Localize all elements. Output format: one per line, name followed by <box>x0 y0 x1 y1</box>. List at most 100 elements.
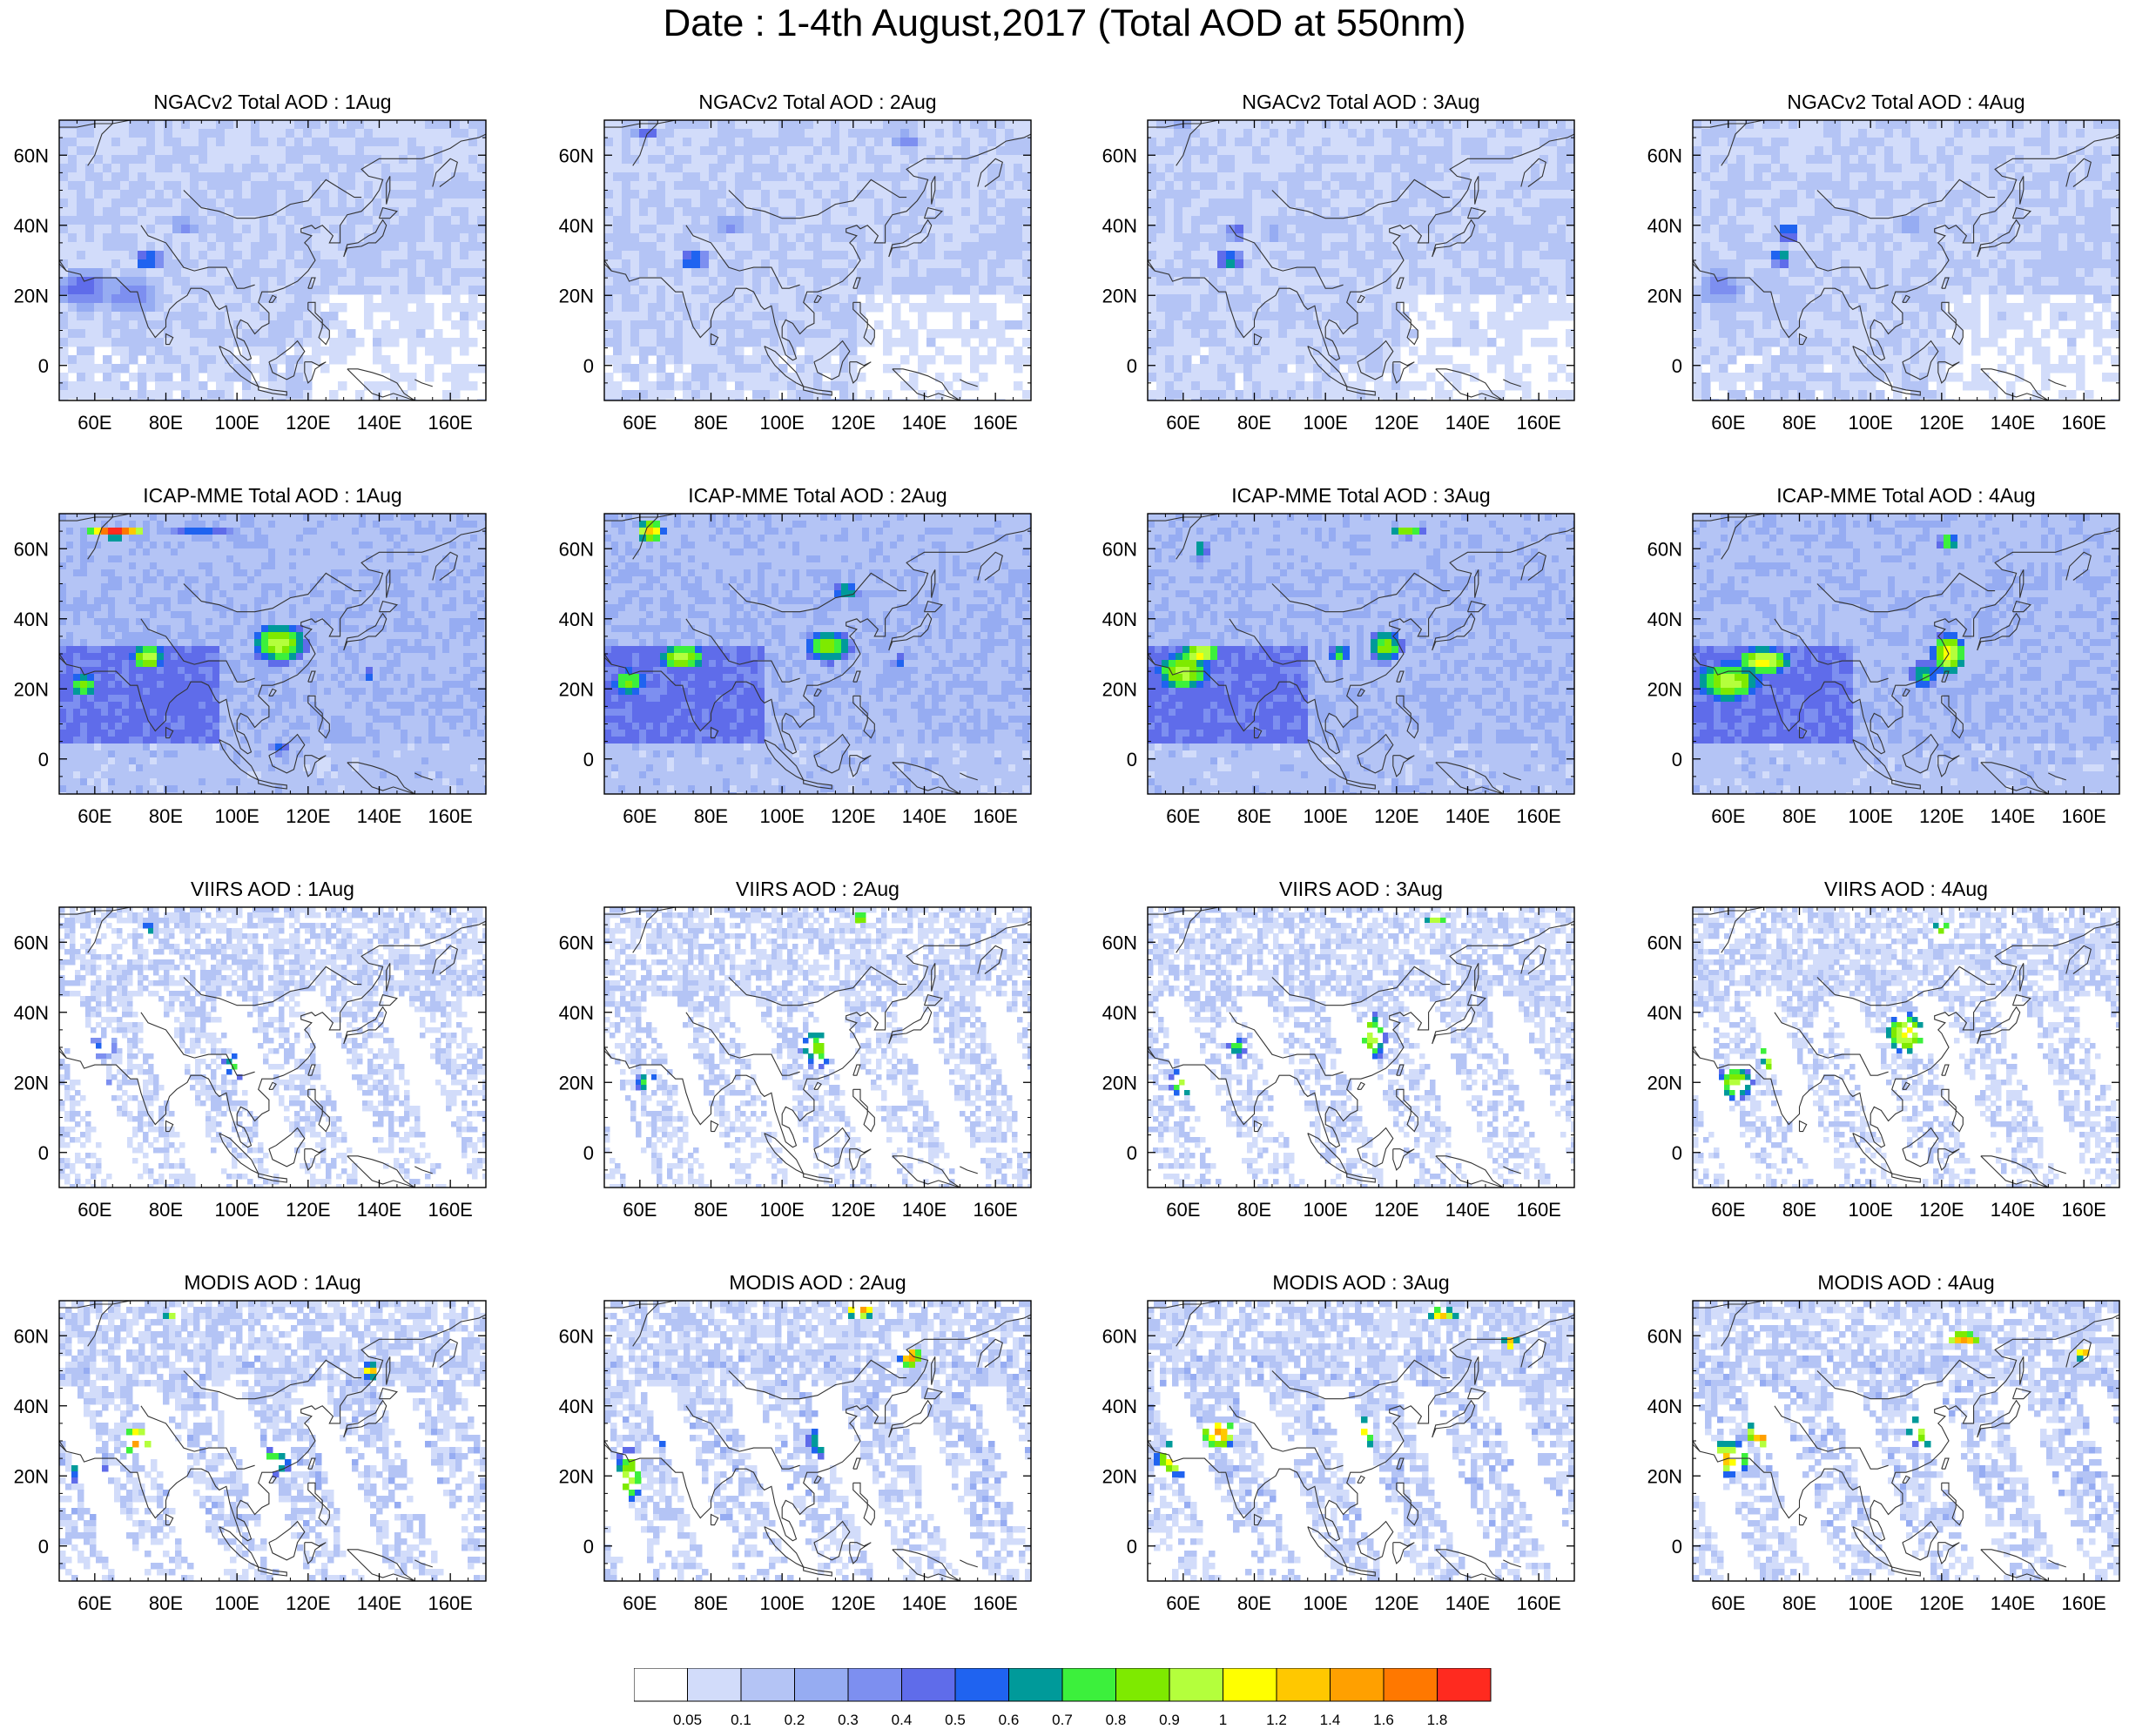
colorbar-label: 0.6 <box>999 1712 1020 1728</box>
lon-tick-label: 160E <box>1516 805 1560 827</box>
colorbar-swatch <box>1223 1668 1277 1701</box>
colorbar-label: 1.2 <box>1266 1712 1287 1728</box>
lon-tick-label: 120E <box>1374 1199 1418 1221</box>
lon-tick-label: 80E <box>1237 1199 1271 1221</box>
lat-tick-label: 0 <box>583 1142 594 1164</box>
lon-tick-label: 80E <box>694 412 728 434</box>
lon-tick-label: 120E <box>831 1592 875 1614</box>
aod-field <box>1693 907 2122 1190</box>
colorbar-label: 1 <box>1219 1712 1227 1728</box>
lon-tick-label: 80E <box>1237 805 1271 827</box>
lon-tick-label: 80E <box>694 805 728 827</box>
lon-tick-label: 140E <box>902 805 947 827</box>
lon-tick-label: 120E <box>1919 1199 1964 1221</box>
lon-tick-label: 140E <box>357 1592 401 1614</box>
lat-tick-label: 60N <box>559 145 594 166</box>
lat-tick-label: 20N <box>559 678 594 700</box>
lon-tick-label: 160E <box>2061 1592 2105 1614</box>
aod-field <box>604 120 1032 408</box>
lat-tick-label: 0 <box>1672 749 1682 770</box>
colorbar-swatch <box>1169 1668 1223 1701</box>
colorbar-swatch <box>955 1668 1009 1701</box>
aod-field <box>59 907 488 1190</box>
lon-tick-label: 120E <box>831 1199 875 1221</box>
lon-tick-label: 80E <box>149 805 183 827</box>
colorbar-swatch <box>1438 1668 1492 1701</box>
lon-tick-label: 100E <box>214 1199 259 1221</box>
colorbar-swatch <box>741 1668 795 1701</box>
lon-tick-label: 60E <box>77 1199 111 1221</box>
lon-tick-label: 160E <box>428 1199 472 1221</box>
aod-field <box>1693 120 2120 408</box>
lat-tick-label: 0 <box>1672 355 1682 377</box>
lat-tick-label: 40N <box>1647 1002 1682 1024</box>
lon-tick-label: 160E <box>2061 1199 2105 1221</box>
lon-tick-label: 60E <box>77 1592 111 1614</box>
aod-field <box>1148 907 1577 1190</box>
lat-tick-label: 0 <box>1127 1142 1137 1164</box>
colorbar-label: 0.5 <box>945 1712 966 1728</box>
lon-tick-label: 140E <box>902 1199 947 1221</box>
lon-tick-label: 140E <box>357 1199 401 1221</box>
lat-tick-label: 20N <box>1647 1465 1682 1487</box>
lon-tick-label: 80E <box>149 1592 183 1614</box>
lon-tick-label: 120E <box>286 412 330 434</box>
lon-tick-label: 160E <box>1516 412 1560 434</box>
aod-field <box>604 907 1034 1190</box>
lon-tick-label: 140E <box>1445 805 1490 827</box>
lat-tick-label: 0 <box>583 355 594 377</box>
lon-tick-label: 160E <box>428 805 472 827</box>
lat-tick-label: 60N <box>1647 145 1682 166</box>
lat-tick-label: 20N <box>1102 678 1137 700</box>
lon-tick-label: 140E <box>357 412 401 434</box>
lat-tick-label: 60N <box>1102 145 1137 166</box>
lon-tick-label: 120E <box>1919 1592 1964 1614</box>
lat-tick-label: 20N <box>14 285 49 306</box>
colorbar-label: 1.6 <box>1373 1712 1394 1728</box>
lat-tick-label: 20N <box>14 1465 49 1487</box>
lat-tick-label: 40N <box>1102 1396 1137 1417</box>
lon-tick-label: 60E <box>623 1199 657 1221</box>
lat-tick-label: 60N <box>14 1325 49 1347</box>
lon-tick-label: 80E <box>1782 1199 1816 1221</box>
lat-tick-label: 20N <box>1647 678 1682 700</box>
lon-tick-label: 160E <box>973 805 1017 827</box>
lon-tick-label: 80E <box>694 1199 728 1221</box>
lat-tick-label: 60N <box>1102 932 1137 953</box>
lon-tick-label: 60E <box>1166 1199 1200 1221</box>
lon-tick-label: 140E <box>1991 1592 2035 1614</box>
lat-tick-label: 20N <box>559 1072 594 1093</box>
lat-tick-label: 0 <box>1127 749 1137 770</box>
lon-tick-label: 60E <box>623 805 657 827</box>
colorbar-label: 0.1 <box>731 1712 751 1728</box>
lon-tick-label: 100E <box>759 412 804 434</box>
lat-tick-label: 20N <box>1647 285 1682 306</box>
lon-tick-label: 60E <box>623 1592 657 1614</box>
lon-tick-label: 100E <box>1848 805 1892 827</box>
lat-tick-label: 0 <box>1127 355 1137 377</box>
lon-tick-label: 100E <box>1848 1199 1892 1221</box>
lon-tick-label: 120E <box>286 1592 330 1614</box>
colorbar-label: 0.2 <box>785 1712 805 1728</box>
aod-field <box>59 514 492 800</box>
lat-tick-label: 60N <box>559 932 594 953</box>
lon-tick-label: 100E <box>1848 412 1892 434</box>
lon-tick-label: 160E <box>2061 805 2105 827</box>
lat-tick-label: 20N <box>559 285 594 306</box>
lon-tick-label: 100E <box>1303 412 1347 434</box>
lon-tick-label: 80E <box>1237 412 1271 434</box>
lat-tick-label: 40N <box>14 609 49 630</box>
